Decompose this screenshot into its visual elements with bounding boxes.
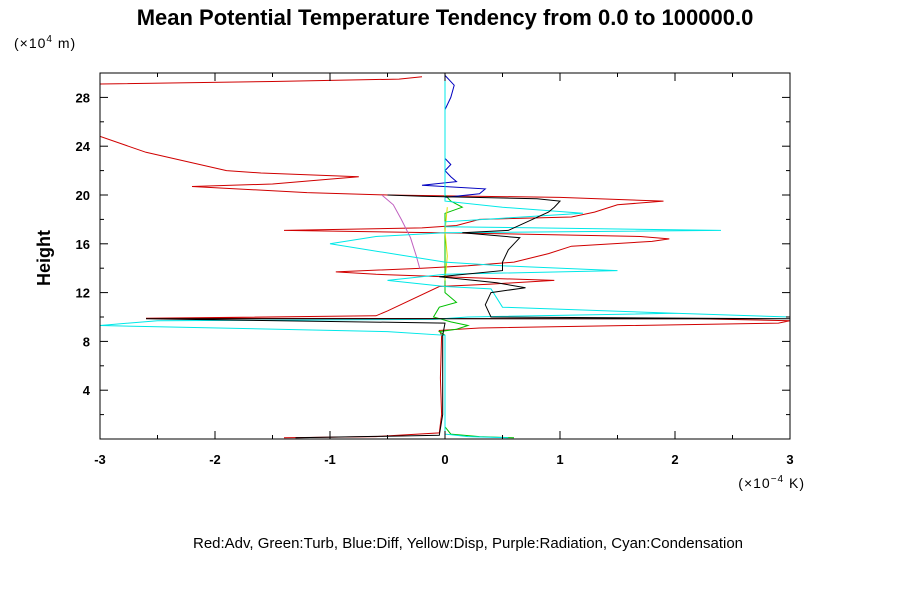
series-line-diff — [421, 75, 487, 198]
x-tick-label: -2 — [209, 452, 221, 467]
x-tick-label: 2 — [671, 452, 678, 467]
series-line-total — [145, 194, 790, 439]
x-tick-label: -1 — [324, 452, 336, 467]
x-tick-label: 3 — [786, 452, 793, 467]
x-tick-label: 0 — [441, 452, 448, 467]
y-tick-label: 20 — [76, 188, 90, 203]
y-axis-label: Height — [34, 230, 54, 286]
x-tick-labels: -3 -2 -1 0 1 2 3 — [94, 452, 793, 467]
y-tick-label: 24 — [76, 139, 91, 154]
y-tick-label: 16 — [76, 237, 90, 252]
x-axis-unit: (×10−4 K) — [738, 474, 805, 491]
series-line-condensation — [100, 75, 790, 439]
legend-text: Red:Adv, Green:Turb, Blue:Diff, Yellow:D… — [193, 535, 743, 552]
ticks-layer — [99, 73, 791, 439]
chart-title: Mean Potential Temperature Tendency from… — [137, 5, 754, 30]
y-tick-label: 28 — [76, 90, 90, 105]
series-line-disp — [444, 207, 448, 281]
y-tick-labels: 4 8 12 16 20 24 28 — [76, 90, 91, 398]
x-tick-label: -3 — [94, 452, 106, 467]
series-layer — [100, 75, 790, 439]
series-line-adv — [100, 135, 790, 439]
y-tick-label: 12 — [76, 286, 90, 301]
y-tick-label: 4 — [83, 383, 91, 398]
y-tick-label: 8 — [83, 334, 90, 349]
y-axis-unit: (×104 m) — [14, 34, 76, 51]
series-line-red-upper — [100, 76, 423, 85]
x-tick-label: 1 — [556, 452, 563, 467]
series-line-turb — [432, 194, 515, 439]
